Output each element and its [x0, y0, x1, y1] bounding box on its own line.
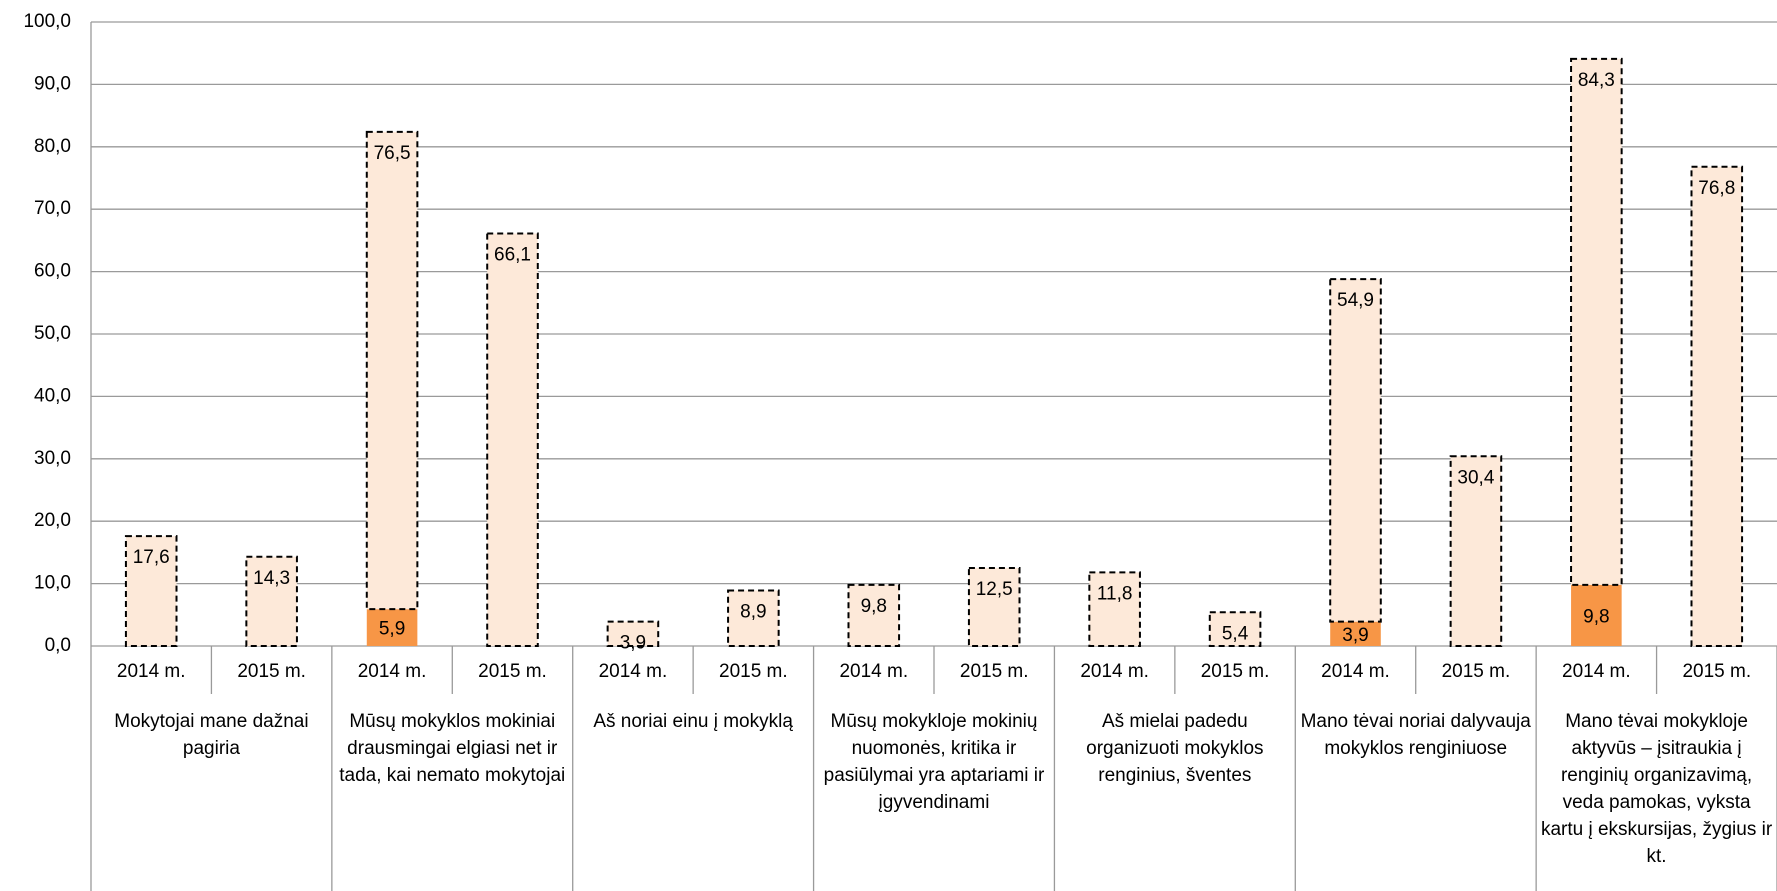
- group-label: Mano tėvai noriai dalyvauja mokyklos ren…: [1300, 711, 1531, 759]
- bar-segment: [967, 567, 1021, 647]
- x-tick-label: 2015 m.: [1442, 661, 1511, 682]
- bar-segment: [1330, 621, 1381, 646]
- data-label: 17,6: [133, 547, 170, 568]
- bar-segment: [1571, 584, 1622, 646]
- y-tick-label: 70,0: [34, 198, 71, 219]
- bar-segment: [1449, 455, 1503, 647]
- bar-segment: [606, 620, 660, 648]
- group-label: Mūsų mokykloje mokinių nuomonės, kritika…: [823, 711, 1045, 813]
- y-tick-label: 60,0: [34, 261, 71, 282]
- x-tick-label: 2014 m.: [1321, 661, 1390, 682]
- data-label: 30,4: [1457, 467, 1494, 488]
- group-label: Mano tėvai mokykloje aktyvūs – įsitrauki…: [1540, 711, 1773, 867]
- x-tick-label: 2014 m.: [1080, 661, 1149, 682]
- data-label: 3,9: [620, 633, 646, 654]
- x-tick-label: 2015 m.: [478, 661, 547, 682]
- y-tick-label: 100,0: [23, 11, 71, 32]
- data-label: 11,8: [1097, 583, 1133, 604]
- y-tick-label: 80,0: [34, 136, 71, 157]
- data-label: 9,8: [861, 596, 887, 617]
- data-label: 76,8: [1698, 178, 1735, 199]
- x-tick-label: 2014 m.: [839, 661, 908, 682]
- data-label: 5,9: [379, 619, 405, 640]
- bar-segment: [847, 583, 901, 648]
- bar-segment: [727, 589, 780, 647]
- bar-segment: [1088, 571, 1141, 647]
- bar-segment: [1208, 611, 1262, 648]
- x-tick-label: 2014 m.: [117, 661, 186, 682]
- bar-segment: [486, 232, 539, 647]
- x-tick-label: 2015 m.: [1201, 661, 1270, 682]
- x-tick-label: 2015 m.: [960, 661, 1029, 682]
- y-tick-label: 10,0: [34, 573, 71, 594]
- group-label: Aš mielai padedu organizuoti mokyklos re…: [1086, 711, 1264, 786]
- data-label: 12,5: [976, 579, 1013, 600]
- bar-segment: [365, 130, 419, 611]
- x-tick-label: 2015 m.: [719, 661, 788, 682]
- x-tick-label: 2015 m.: [1682, 661, 1751, 682]
- y-tick-label: 50,0: [34, 323, 71, 344]
- data-label: 5,4: [1222, 623, 1249, 644]
- x-tick-label: 2014 m.: [1562, 661, 1631, 682]
- bar-segment: [366, 609, 418, 646]
- y-tick-label: 40,0: [34, 385, 71, 406]
- data-label: 66,1: [494, 245, 531, 266]
- group-label: Aš noriai einu į mokyklą: [593, 711, 793, 732]
- data-label: 14,3: [253, 568, 290, 589]
- y-tick-label: 20,0: [34, 510, 71, 531]
- data-label: 76,5: [374, 143, 411, 164]
- data-label: 8,9: [740, 601, 766, 622]
- group-label: Mūsų mokyklos mokiniai drausmingai elgia…: [339, 711, 566, 786]
- x-tick-label: 2014 m.: [599, 661, 668, 682]
- bar-segment: [1570, 57, 1623, 586]
- data-label: 54,9: [1337, 290, 1374, 311]
- y-tick-label: 0,0: [45, 635, 71, 656]
- group-label: Mokytojai mane dažnai pagiria: [114, 711, 309, 759]
- data-label: 3,9: [1342, 625, 1368, 646]
- y-tick-label: 90,0: [34, 73, 71, 94]
- x-tick-label: 2015 m.: [237, 661, 306, 682]
- y-tick-label: 30,0: [34, 448, 71, 469]
- bar-segment: [124, 535, 178, 648]
- data-label: 84,3: [1578, 70, 1615, 91]
- bar-segment: [1329, 278, 1382, 623]
- bar-segment: [1690, 165, 1744, 647]
- data-label: 9,8: [1583, 606, 1609, 627]
- x-tick-label: 2014 m.: [358, 661, 427, 682]
- bar-segment: [245, 555, 298, 648]
